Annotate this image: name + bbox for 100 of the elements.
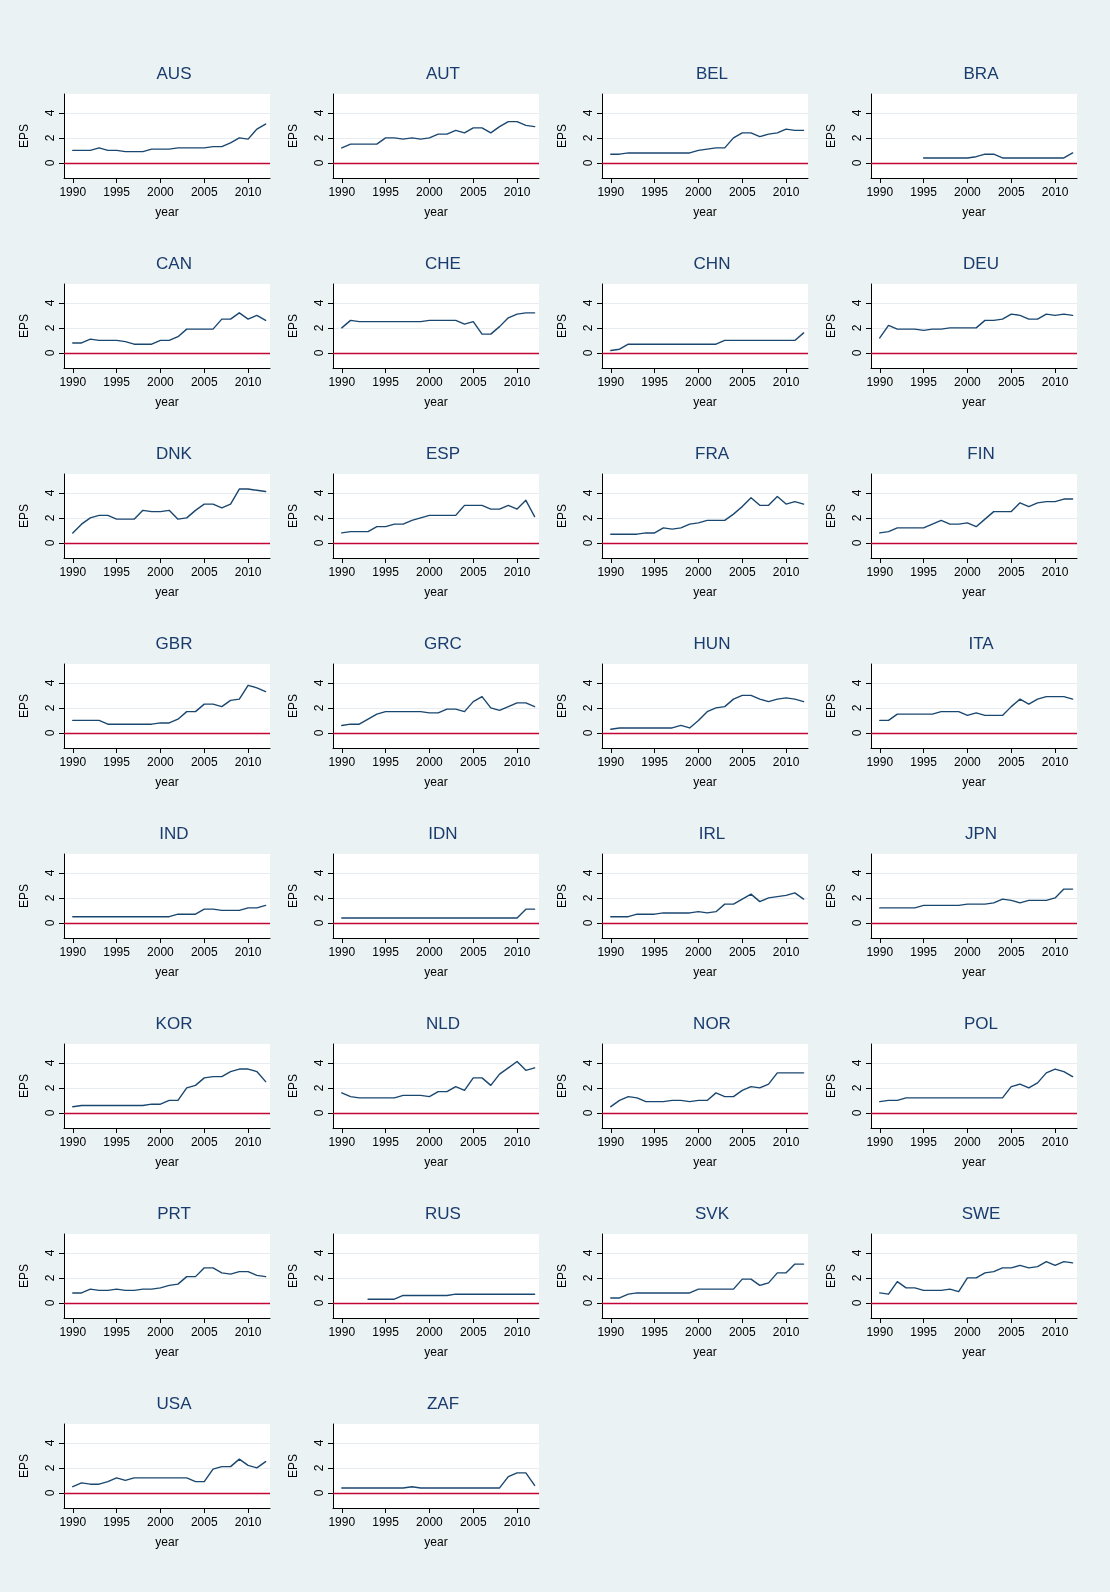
x-tick-label: 2010 xyxy=(503,1515,531,1529)
x-axis-title: year xyxy=(424,965,448,979)
x-tick-label: 2000 xyxy=(954,1135,982,1149)
x-tick-label: 2010 xyxy=(234,1135,262,1149)
x-tick-label: 1990 xyxy=(59,185,87,199)
chart-title: JPN xyxy=(964,824,998,843)
x-tick-label: 2000 xyxy=(416,755,444,769)
x-tick-label: 1995 xyxy=(372,185,400,199)
y-tick-label: 4 xyxy=(43,869,57,877)
y-axis-title: EPS xyxy=(17,503,31,529)
line-series xyxy=(341,695,536,727)
x-tick-label: 1990 xyxy=(597,565,625,579)
x-tick-label: 2000 xyxy=(954,375,982,389)
x-axis-title: year xyxy=(424,775,448,789)
x-axis-title: year xyxy=(693,775,717,789)
x-tick-label: 2000 xyxy=(954,565,982,579)
y-tick-label: 4 xyxy=(581,489,595,497)
x-tick-label: 2000 xyxy=(685,755,713,769)
x-tick-label: 1990 xyxy=(59,1325,87,1339)
y-tick-label: 0 xyxy=(43,539,57,547)
x-tick-label: 1990 xyxy=(597,1325,625,1339)
x-tick-label: 1995 xyxy=(641,755,669,769)
y-tick-label: 0 xyxy=(43,1109,57,1117)
line-series xyxy=(879,313,1074,339)
y-tick-label: 4 xyxy=(312,679,326,687)
x-tick-label: 2000 xyxy=(416,1325,444,1339)
x-tick-label: 2010 xyxy=(772,755,800,769)
x-tick-label: 2000 xyxy=(685,1135,713,1149)
x-tick-label: 2010 xyxy=(772,375,800,389)
x-tick-label: 2010 xyxy=(234,945,262,959)
y-tick-label: 2 xyxy=(312,1274,326,1282)
x-axis-title: year xyxy=(155,1345,179,1359)
x-tick-label: 1990 xyxy=(59,565,87,579)
x-tick-label: 1995 xyxy=(372,945,400,959)
chart-title: CHE xyxy=(425,254,461,273)
x-tick-label: 2005 xyxy=(997,565,1025,579)
y-tick-label: 4 xyxy=(581,109,595,117)
y-tick-label: 2 xyxy=(581,704,595,712)
y-axis-title: EPS xyxy=(286,693,300,719)
y-tick-label: 4 xyxy=(43,1059,57,1067)
y-tick-label: 2 xyxy=(43,894,57,902)
x-tick-label: 2005 xyxy=(459,755,487,769)
x-tick-label: 2000 xyxy=(416,1135,444,1149)
y-tick-label: 0 xyxy=(312,919,326,927)
x-tick-label: 2010 xyxy=(503,755,531,769)
y-tick-label: 0 xyxy=(43,159,57,167)
y-tick-label: 2 xyxy=(312,324,326,332)
line-series xyxy=(341,1060,536,1099)
y-axis-title: EPS xyxy=(555,883,569,909)
x-tick-label: 1995 xyxy=(372,1325,400,1339)
x-tick-label: 2000 xyxy=(416,565,444,579)
x-tick-label: 1995 xyxy=(910,185,938,199)
x-axis-title: year xyxy=(962,775,986,789)
chart-title: NOR xyxy=(693,1014,731,1033)
x-axis-title: year xyxy=(424,395,448,409)
y-tick-label: 4 xyxy=(850,679,864,687)
y-axis-title: EPS xyxy=(286,1453,300,1479)
chart-title: ITA xyxy=(968,634,995,653)
x-tick-label: 2005 xyxy=(459,375,487,389)
line-series xyxy=(610,892,805,918)
x-tick-label: 2010 xyxy=(1041,185,1069,199)
line-series xyxy=(610,128,805,155)
x-tick-label: 2005 xyxy=(459,1325,487,1339)
y-axis-title: EPS xyxy=(824,693,838,719)
y-tick-label: 2 xyxy=(43,514,57,522)
x-tick-label: 2000 xyxy=(954,755,982,769)
y-tick-label: 2 xyxy=(43,1084,57,1092)
chart-title: FRA xyxy=(695,444,730,463)
x-tick-label: 1995 xyxy=(910,945,938,959)
chart-title: GRC xyxy=(424,634,462,653)
x-axis-title: year xyxy=(424,1345,448,1359)
y-tick-label: 4 xyxy=(312,1249,326,1257)
y-axis-title: EPS xyxy=(824,1263,838,1289)
y-tick-label: 2 xyxy=(850,704,864,712)
x-tick-label: 2010 xyxy=(234,375,262,389)
x-axis-title: year xyxy=(962,395,986,409)
y-tick-label: 0 xyxy=(850,729,864,737)
y-axis-title: EPS xyxy=(17,693,31,719)
y-tick-label: 0 xyxy=(581,1299,595,1307)
x-tick-label: 2000 xyxy=(685,1325,713,1339)
y-tick-label: 0 xyxy=(312,1109,326,1117)
y-tick-label: 2 xyxy=(581,134,595,142)
x-tick-label: 1990 xyxy=(328,185,356,199)
line-series xyxy=(879,1068,1074,1103)
y-axis-title: EPS xyxy=(824,503,838,529)
x-axis-title: year xyxy=(693,1345,717,1359)
chart-title: HUN xyxy=(693,634,731,653)
x-axis-title: year xyxy=(693,395,717,409)
x-tick-label: 2000 xyxy=(416,375,444,389)
x-tick-label: 2005 xyxy=(190,755,218,769)
line-series xyxy=(341,1472,536,1489)
x-tick-label: 1995 xyxy=(910,755,938,769)
chart-title: POL xyxy=(963,1014,999,1033)
y-tick-label: 4 xyxy=(43,1439,57,1447)
y-tick-label: 4 xyxy=(312,489,326,497)
x-tick-label: 2005 xyxy=(728,1325,756,1339)
line-series xyxy=(72,123,267,153)
x-tick-label: 1995 xyxy=(372,755,400,769)
x-tick-label: 2000 xyxy=(147,1325,175,1339)
x-axis-title: year xyxy=(155,395,179,409)
